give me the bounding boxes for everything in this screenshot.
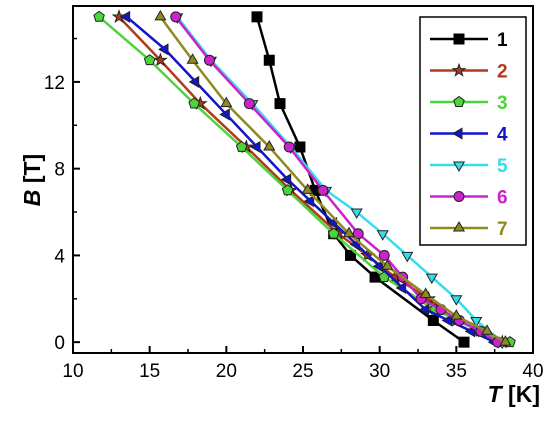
series-line <box>176 16 504 344</box>
legend-label: 6 <box>497 188 508 209</box>
data-point <box>350 208 363 220</box>
data-point <box>119 10 131 23</box>
data-point <box>418 303 430 316</box>
y-tick-label: 0 <box>54 333 65 354</box>
legend-entry-7: 7 <box>430 219 508 240</box>
data-point <box>342 226 356 238</box>
data-point <box>220 96 233 108</box>
data-point <box>427 314 439 326</box>
legend-marker <box>452 161 466 172</box>
legend-box <box>419 16 527 246</box>
data-point <box>425 273 438 285</box>
data-point <box>154 9 167 21</box>
data-point <box>203 54 215 66</box>
data-point <box>157 43 169 56</box>
y-axis-variable: B <box>19 190 45 207</box>
x-axis-label: T [K] <box>488 381 540 407</box>
data-point <box>327 227 340 239</box>
data-point <box>235 140 248 152</box>
data-point <box>381 259 394 270</box>
data-point <box>249 140 261 154</box>
legend-entry-1: 1 <box>430 30 508 51</box>
data-point <box>326 216 338 229</box>
data-point <box>251 11 263 23</box>
legend-marker <box>452 221 466 232</box>
data-point <box>283 141 295 153</box>
x-tick-label: 30 <box>369 361 390 382</box>
x-axis-unit: [K] <box>502 381 540 407</box>
series-line <box>255 16 465 344</box>
data-point <box>464 325 476 338</box>
data-point <box>188 97 200 109</box>
legend: 1 2 3 4 5 6 7 <box>419 16 527 246</box>
series-7 <box>154 9 512 346</box>
data-point <box>281 184 294 196</box>
data-point <box>93 10 105 22</box>
legend-label: 1 <box>497 30 508 51</box>
data-point <box>376 230 389 241</box>
data-point <box>143 54 156 66</box>
legend-marker <box>453 95 465 107</box>
x-axis-variable: T <box>488 381 504 407</box>
data-point <box>243 98 255 110</box>
data-point <box>219 108 230 121</box>
data-point <box>294 141 306 153</box>
data-point <box>450 295 463 306</box>
series-layer <box>93 9 516 350</box>
legend-entry-6: 6 <box>430 188 508 209</box>
data-point <box>499 335 512 346</box>
x-tick-label: 15 <box>139 361 160 382</box>
legend-label: 4 <box>497 125 508 146</box>
data-point <box>480 324 494 335</box>
data-point <box>401 251 414 263</box>
legend-marker <box>453 191 465 202</box>
data-point <box>263 139 276 151</box>
y-tick-label: 12 <box>44 73 65 94</box>
y-tick-label: 4 <box>54 246 65 267</box>
legend-label: 3 <box>497 93 508 114</box>
x-tick-label: 20 <box>216 361 237 382</box>
data-point <box>280 173 292 186</box>
legend-entry-2: 2 <box>430 62 508 83</box>
data-point <box>441 314 453 327</box>
data-point <box>188 75 200 88</box>
legend-entry-5: 5 <box>430 156 508 177</box>
legend-label: 2 <box>497 62 508 83</box>
data-point <box>263 54 275 66</box>
data-point <box>317 184 329 196</box>
data-point <box>186 53 199 64</box>
legend-entry-3: 3 <box>430 93 508 114</box>
data-point <box>395 281 407 294</box>
legend-label: 5 <box>497 156 508 177</box>
y-axis-label: B [T] <box>19 154 45 206</box>
data-point <box>274 98 286 110</box>
data-point <box>450 309 463 320</box>
legend-entry-4: 4 <box>430 125 508 146</box>
data-point <box>458 336 470 348</box>
x-tick-label: 25 <box>292 361 313 382</box>
x-tick-label: 10 <box>62 361 83 382</box>
legend-marker <box>452 127 463 140</box>
data-point <box>372 260 384 273</box>
legend-marker <box>451 62 467 77</box>
legend-label: 7 <box>497 219 508 240</box>
data-point <box>153 52 168 67</box>
x-tick-label: 40 <box>522 361 543 382</box>
data-point <box>170 11 182 23</box>
data-point <box>345 249 357 261</box>
y-tick-label: 8 <box>54 160 65 181</box>
series-4 <box>119 10 499 349</box>
legend-marker <box>453 33 465 45</box>
data-point <box>301 183 314 194</box>
data-point <box>352 228 364 240</box>
x-tick-label: 35 <box>446 361 467 382</box>
series-1 <box>251 11 470 348</box>
y-axis-unit: [T] <box>19 154 45 190</box>
data-point <box>378 249 390 261</box>
data-point <box>470 316 483 328</box>
data-point <box>419 287 432 298</box>
data-point <box>303 195 315 208</box>
